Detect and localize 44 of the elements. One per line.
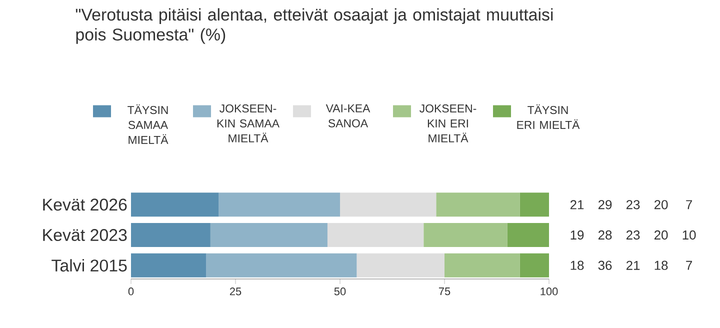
legend-label: JOKSEEN-KIN SAMAA MIELTÄ <box>217 104 280 142</box>
y-tick-label: Kevät 2026 <box>43 198 127 211</box>
data-label: 29 <box>598 200 612 210</box>
legend-label: TÄYSIN SAMAA MIELTÄ <box>128 104 168 144</box>
data-label: 7 <box>686 260 692 270</box>
data-label: 10 <box>682 230 696 240</box>
data-label: 21 <box>626 260 640 270</box>
data-label: 19 <box>570 230 584 240</box>
bar <box>210 223 328 247</box>
x-tick-label: 75 <box>438 288 450 296</box>
data-label: 28 <box>598 230 612 240</box>
x-tick-label: 100 <box>540 288 558 296</box>
bar <box>424 223 508 247</box>
bar <box>444 253 520 278</box>
x-tick-label: 50 <box>334 288 346 296</box>
bar <box>206 253 357 278</box>
legend-label: JOKSEEN-KIN ERI MIELTÄ <box>420 104 476 142</box>
bar <box>131 192 219 217</box>
bar <box>327 223 424 247</box>
data-label: 23 <box>626 230 640 240</box>
bar <box>507 223 550 247</box>
data-label: 36 <box>598 260 612 270</box>
data-label: 20 <box>654 230 668 240</box>
bar <box>520 192 550 217</box>
chart-title: "Verotusta pitäisi alentaa, etteivät osaajat ja omistajat muuttaisi pois Suomesta" (%) <box>76 8 553 44</box>
data-label: 18 <box>570 260 584 270</box>
x-tick-label: 25 <box>230 288 242 296</box>
x-tick-label: 0 <box>128 288 134 296</box>
y-tick-label: Kevät 2023 <box>43 229 127 242</box>
y-tick-label: Talvi 2015 <box>52 259 127 272</box>
bar <box>340 192 436 217</box>
bar <box>218 192 340 217</box>
bar <box>436 192 520 217</box>
legend-label: TÄYSIN ERI MIELTÄ <box>517 104 580 129</box>
bar <box>520 253 550 278</box>
data-label: 20 <box>654 200 668 210</box>
legend-label: VAI-KEA SANOA <box>326 104 370 128</box>
bar <box>356 253 445 278</box>
data-label: 18 <box>654 260 668 270</box>
data-label: 23 <box>626 200 640 210</box>
bar <box>131 223 210 247</box>
data-label: 21 <box>570 200 584 210</box>
bar <box>131 253 206 278</box>
data-label: 7 <box>686 200 692 210</box>
